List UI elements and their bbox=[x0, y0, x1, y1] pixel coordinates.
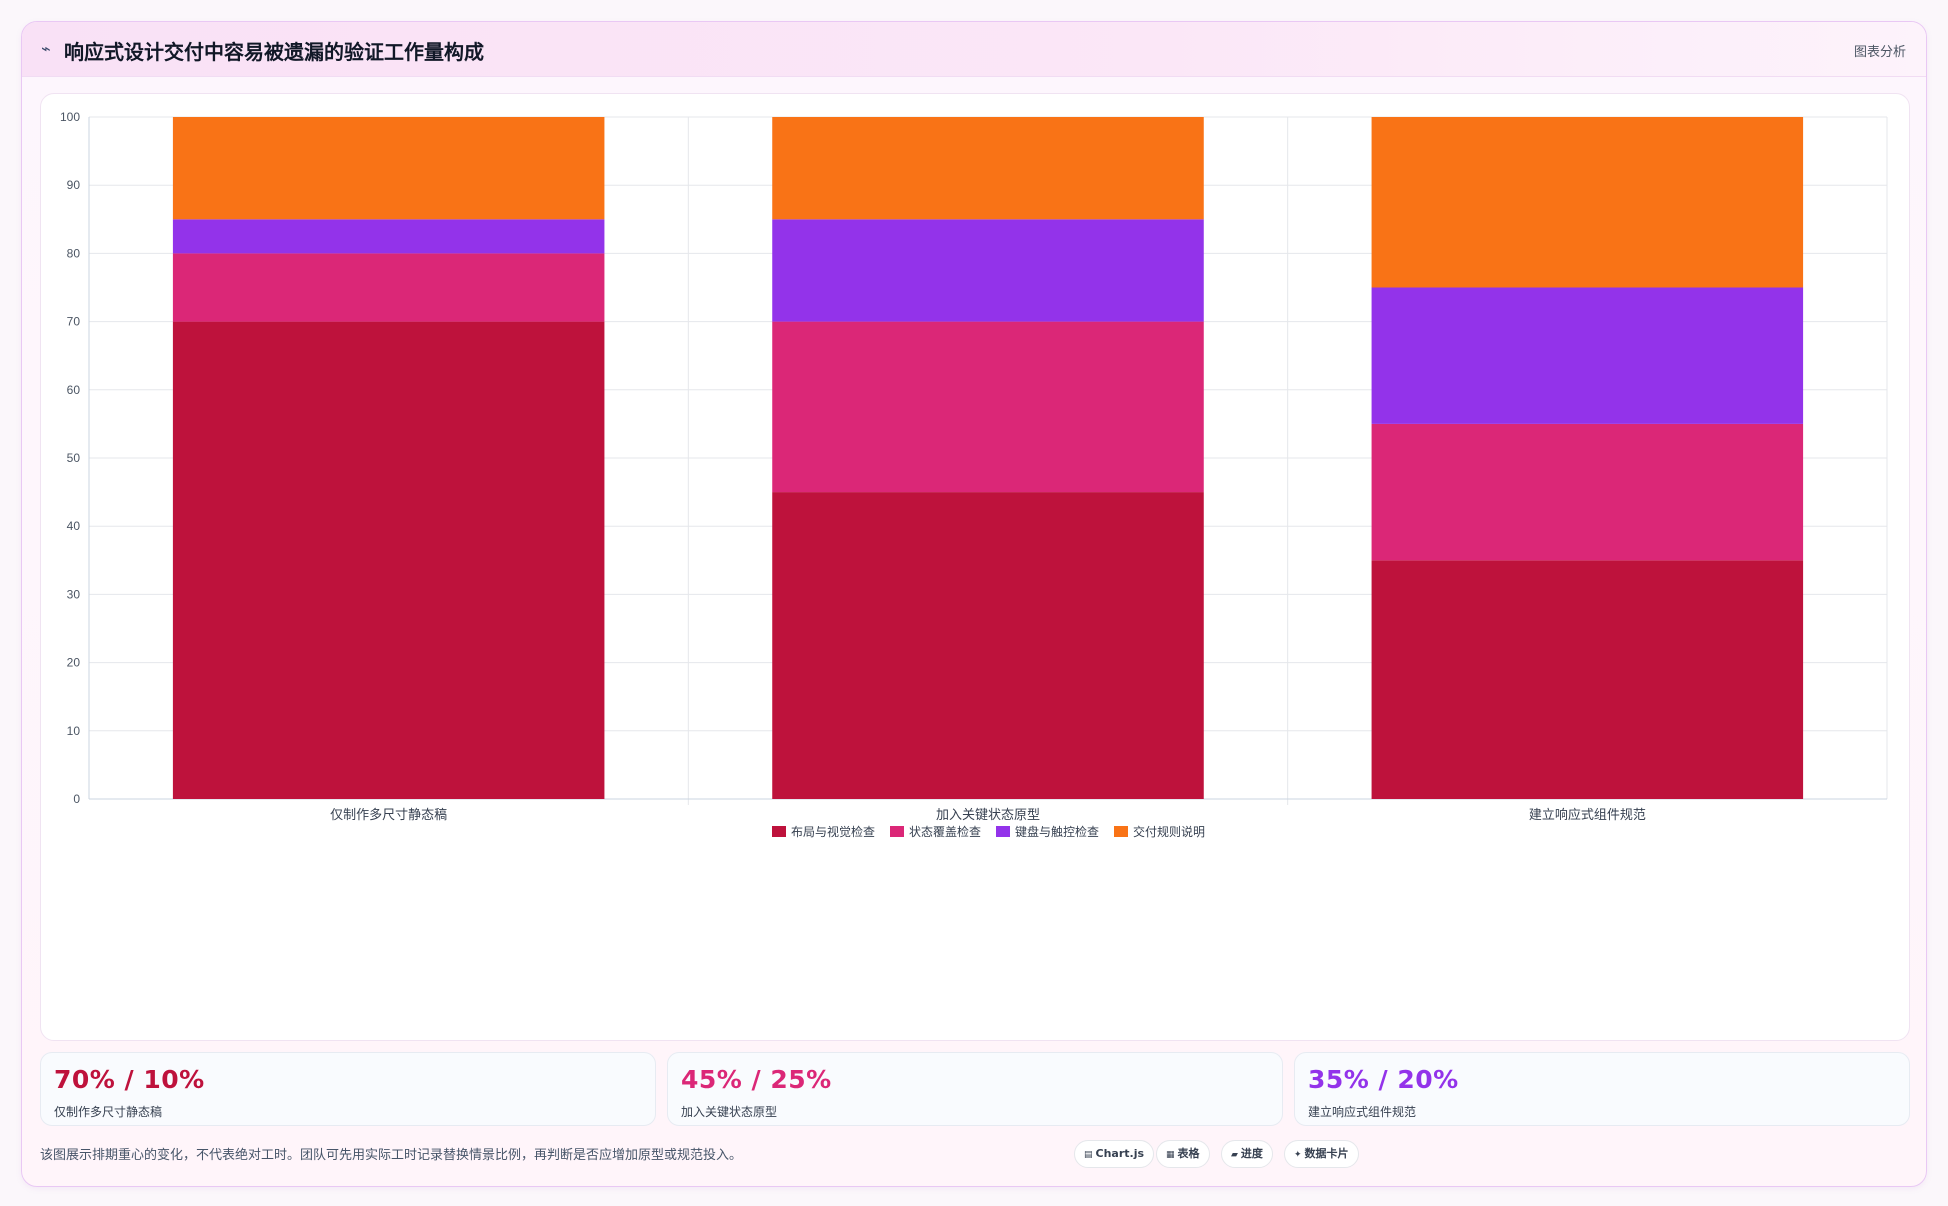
legend-swatch bbox=[890, 826, 904, 837]
chip-table[interactable]: ▦ 表格 bbox=[1156, 1140, 1210, 1168]
chip-progress[interactable]: ▰ 进度 bbox=[1221, 1140, 1273, 1168]
bar-segment bbox=[172, 117, 605, 220]
stat-value: 45% / 25% bbox=[681, 1065, 832, 1094]
stats-row: 70% / 10% 仅制作多尺寸静态稿 45% / 25% 加入关键状态原型 3… bbox=[40, 1052, 1910, 1126]
progress-icon: ▰ bbox=[1231, 1150, 1238, 1160]
y-tick-label: 100 bbox=[60, 110, 80, 124]
y-tick-label: 10 bbox=[67, 724, 81, 738]
legend-label: 布局与视觉检查 bbox=[791, 824, 875, 839]
y-tick-label: 30 bbox=[67, 587, 81, 601]
bar-segment bbox=[172, 219, 605, 254]
chart-panel: 0 10 20 30 40 50 60 70 80 90 100 仅制作多尺寸静态稿 加入关键状态原型 建… bbox=[40, 93, 1910, 1041]
bar-segment bbox=[172, 253, 605, 322]
x-tick-label: 加入关键状态原型 bbox=[936, 807, 1040, 822]
bar-segment bbox=[1371, 287, 1804, 424]
table-icon: ▦ bbox=[1166, 1150, 1175, 1160]
legend-swatch bbox=[772, 826, 786, 837]
bar-segment bbox=[772, 492, 1204, 799]
stacked-bar-chart: 0 10 20 30 40 50 60 70 80 90 100 仅制作多尺寸静态稿 加入关键状态原型 建… bbox=[60, 110, 1888, 839]
chip-label: Chart.js bbox=[1095, 1147, 1145, 1160]
bar-segment bbox=[1371, 117, 1804, 288]
chip-label: 进度 bbox=[1240, 1147, 1263, 1160]
y-tick-label: 0 bbox=[73, 792, 80, 806]
y-tick-label: 60 bbox=[67, 383, 81, 397]
chip-data-cards[interactable]: ✦ 数据卡片 bbox=[1284, 1140, 1359, 1168]
y-tick-label: 40 bbox=[67, 519, 81, 533]
bar-segment bbox=[772, 219, 1204, 322]
stat-value: 70% / 10% bbox=[54, 1065, 205, 1094]
y-tick-label: 20 bbox=[67, 656, 81, 670]
bar-segment bbox=[1371, 423, 1804, 561]
legend-label: 键盘与触控检查 bbox=[1015, 824, 1099, 839]
legend-label: 状态覆盖检查 bbox=[909, 824, 981, 839]
chip-label: 数据卡片 bbox=[1304, 1147, 1349, 1160]
chip-label: 表格 bbox=[1177, 1147, 1200, 1160]
stat-label: 加入关键状态原型 bbox=[681, 1105, 778, 1119]
stat-label: 仅制作多尺寸静态稿 bbox=[54, 1105, 163, 1119]
bar-segment bbox=[772, 117, 1204, 220]
footer-note: 该图展示排期重心的变化，不代表绝对工时。团队可先用实际工时记录替换情景比例，再判… bbox=[40, 1148, 743, 1163]
x-tick-label: 仅制作多尺寸静态稿 bbox=[330, 807, 447, 822]
chart-line-icon: ⌁ bbox=[41, 39, 51, 58]
y-tick-label: 50 bbox=[67, 451, 81, 465]
legend-label: 交付规则说明 bbox=[1133, 824, 1205, 839]
y-tick-label: 90 bbox=[67, 178, 81, 192]
chart-icon: ▤ bbox=[1084, 1150, 1093, 1160]
stat-label: 建立响应式组件规范 bbox=[1308, 1105, 1417, 1119]
legend-swatch bbox=[1114, 826, 1128, 837]
chart-analysis-tag: 图表分析 bbox=[1853, 45, 1906, 60]
stat-card-static: 70% / 10% 仅制作多尺寸静态稿 bbox=[40, 1052, 656, 1126]
chart-card: ⌁ 响应式设计交付中容易被遗漏的验证工作量构成 图表分析 0 10 20 30 40 50… bbox=[21, 21, 1927, 1187]
chart-title: 响应式设计交付中容易被遗漏的验证工作量构成 bbox=[64, 40, 484, 64]
stat-card-prototype: 45% / 25% 加入关键状态原型 bbox=[667, 1052, 1283, 1126]
y-tick-label: 70 bbox=[67, 315, 81, 329]
stat-card-component: 35% / 20% 建立响应式组件规范 bbox=[1294, 1052, 1910, 1126]
bar-segment bbox=[772, 321, 1204, 493]
y-tick-label: 80 bbox=[67, 246, 81, 260]
stat-value: 35% / 20% bbox=[1308, 1065, 1459, 1094]
sparkle-icon: ✦ bbox=[1294, 1150, 1302, 1160]
chip-chartjs[interactable]: ▤ Chart.js bbox=[1074, 1140, 1155, 1168]
x-tick-label: 建立响应式组件规范 bbox=[1529, 807, 1646, 822]
legend-swatch bbox=[996, 826, 1010, 837]
bar-segment bbox=[172, 321, 605, 799]
card-header: ⌁ 响应式设计交付中容易被遗漏的验证工作量构成 图表分析 bbox=[22, 22, 1926, 77]
bar-segment bbox=[1371, 560, 1804, 799]
